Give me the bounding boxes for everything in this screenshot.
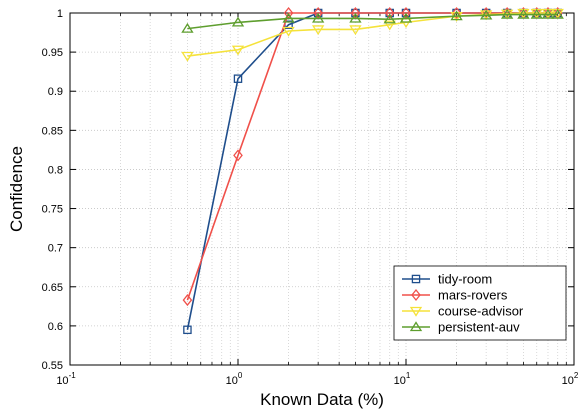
- y-tick-label: 0.95: [42, 47, 63, 59]
- legend-marker: [409, 306, 423, 317]
- series-layer: [181, 6, 564, 335]
- legend-label: mars-rovers: [438, 288, 508, 303]
- legend-item: course-advisor: [402, 304, 524, 319]
- legend-item: mars-rovers: [402, 288, 508, 303]
- series-persistent-auv: [181, 8, 564, 33]
- data-point: [479, 9, 493, 20]
- legend-item: tidy-room: [402, 272, 492, 287]
- data-point: [399, 12, 413, 23]
- legend-marker: [411, 288, 421, 302]
- legend-item: persistent-auv: [402, 320, 520, 335]
- data-point: [530, 8, 543, 19]
- data-point: [311, 25, 325, 36]
- legend: tidy-roommars-roverscourse-advisorpersis…: [393, 265, 567, 341]
- x-axis-label: Known Data (%): [260, 390, 384, 409]
- y-tick-label: 0.6: [48, 321, 63, 333]
- data-point: [349, 25, 362, 36]
- data-point: [233, 149, 243, 162]
- data-point: [282, 26, 295, 37]
- data-point: [383, 13, 396, 24]
- y-tick-label: 1: [57, 8, 63, 20]
- legend-marker: [411, 274, 421, 284]
- x-tick-label: 10-1: [56, 371, 76, 387]
- data-point: [183, 325, 192, 335]
- data-point: [383, 20, 396, 31]
- data-point: [181, 51, 194, 62]
- data-point: [233, 74, 243, 83]
- data-point: [182, 294, 193, 307]
- grid: [70, 13, 574, 365]
- y-tick-label: 0.7: [48, 243, 63, 255]
- y-tick-label: 0.65: [42, 282, 63, 294]
- legend-label: persistent-auv: [438, 320, 520, 335]
- data-point: [181, 22, 194, 33]
- legend-label: tidy-room: [438, 272, 492, 287]
- data-point: [231, 45, 245, 56]
- y-tick-label: 0.8: [48, 164, 63, 176]
- data-point: [349, 12, 362, 23]
- tick-labels: 10-1 100 101 102 0.55 0.6 0.65 0.7 0.75 0.8 0.85 0.…: [42, 8, 579, 387]
- data-point: [384, 6, 395, 20]
- data-point: [311, 12, 325, 23]
- series-course-advisor: [181, 8, 564, 62]
- data-point: [451, 6, 462, 20]
- series-mars-rovers: [182, 6, 563, 307]
- y-tick-label: 0.75: [42, 204, 63, 216]
- y-tick-label: 0.9: [48, 86, 63, 98]
- y-tick-label: 0.85: [42, 125, 63, 137]
- x-tick-label: 101: [394, 371, 411, 387]
- series-line: [186, 12, 558, 301]
- x-tick-label: 100: [226, 371, 243, 387]
- x-tick-label: 102: [562, 371, 579, 387]
- y-tick-label: 0.55: [42, 360, 63, 372]
- data-point: [231, 16, 245, 27]
- data-point: [551, 8, 564, 19]
- legend-marker: [409, 321, 423, 332]
- legend-label: course-advisor: [438, 304, 524, 319]
- data-point: [450, 10, 463, 21]
- data-point: [500, 8, 514, 19]
- y-axis-label: Confidence: [7, 146, 26, 232]
- data-point: [541, 8, 555, 19]
- data-point: [282, 12, 295, 23]
- data-point: [517, 8, 530, 19]
